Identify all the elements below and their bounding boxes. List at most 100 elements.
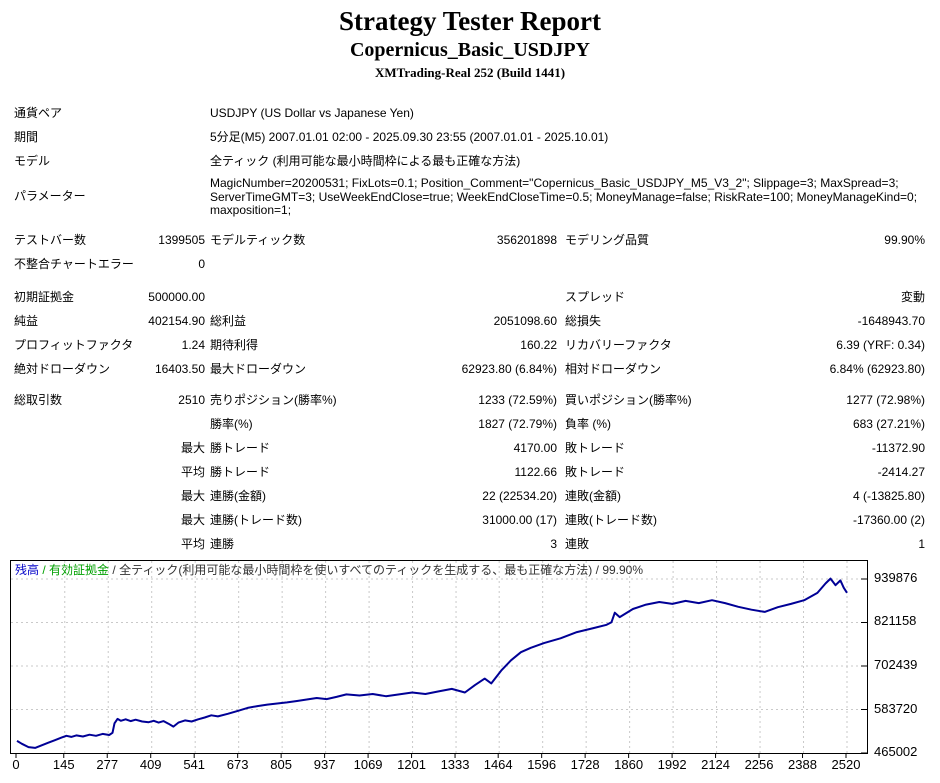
stat-row: 平均 勝トレード 1122.66 敗トレード -2414.27 <box>0 460 940 484</box>
y-axis-label: 465002 <box>874 744 918 759</box>
stat-row: 初期証拠金 500000.00 スプレッド 変動 <box>0 285 940 309</box>
x-axis-label: 673 <box>226 757 249 772</box>
stat-value: 160.22 <box>520 338 557 352</box>
legend-balance-label: 残高 <box>15 563 40 577</box>
stat-label: 連敗 <box>565 537 590 551</box>
stat-value: 500000.00 <box>148 290 205 304</box>
report-ea-name: Copernicus_Basic_USDJPY <box>349 39 590 61</box>
x-axis-label: 805 <box>270 757 292 772</box>
x-axis-label: 2520 <box>831 757 861 772</box>
x-axis-label: 2256 <box>744 757 774 772</box>
setting-value: 5分足(M5) 2007.01.01 02:00 - 2025.09.30 23… <box>210 130 609 144</box>
stat-label: 勝率(%) <box>210 417 253 431</box>
y-axis-label: 821158 <box>874 613 917 629</box>
stat-value: -2414.27 <box>877 465 925 479</box>
stat-row: 絶対ドローダウン 16403.50 最大ドローダウン 62923.80 (6.84%)… <box>0 357 940 381</box>
stat-value: 683 (27.21%) <box>852 417 925 431</box>
stat-value: 平均 <box>180 537 205 551</box>
stat-row: 総取引数 2510 売りポジション(勝率%) 1233 (72.59%) 買いポジション… <box>0 388 940 412</box>
stat-value: 1122.66 <box>514 465 558 479</box>
stats-group: 初期証拠金 500000.00 スプレッド 変動 純益 402154.90 総利益 20510… <box>0 285 940 381</box>
stat-label: 買いポジション(勝率%) <box>565 393 692 407</box>
stat-value: 6.39 (YRF: 0.34) <box>836 338 925 352</box>
x-axis-label: 1992 <box>657 757 687 772</box>
x-axis-label: 1201 <box>397 757 427 772</box>
balance-chart: 残高 / 有効証拠金 / 全ティック(利用可能な最小時間枠を使いすべてのティック… <box>10 560 868 754</box>
x-axis-label: 277 <box>96 757 119 772</box>
setting-row: 通貨ペア USDJPY (US Dollar vs Japanese Yen) <box>0 101 940 125</box>
balance-curve <box>16 577 848 749</box>
stat-label: テストバー数 <box>14 233 87 247</box>
stat-value: 2051098.60 <box>493 314 557 328</box>
setting-label: モデル <box>14 154 51 168</box>
stat-label: モデルティック数 <box>210 233 306 247</box>
stat-row: 最大 勝トレード 4170.00 敗トレード -11372.90 <box>0 436 940 460</box>
stat-value: 1399505 <box>158 233 205 247</box>
stat-row: 最大 連勝(トレード数) 31000.00 (17) 連敗(トレード数) -17360.… <box>0 508 940 532</box>
stat-label: 総取引数 <box>14 393 63 407</box>
report-server-build: XMTrading-Real 252 (Build 1441) <box>374 65 566 80</box>
y-axis-label: 583720 <box>874 700 918 716</box>
setting-row: 期間 5分足(M5) 2007.01.01 02:00 - 2025.09.30 … <box>0 125 940 149</box>
stat-value: 6.84% (62923.80) <box>829 362 925 376</box>
balance-chart-svg <box>11 561 867 753</box>
stat-value: 356201898 <box>496 233 557 247</box>
setting-value: MagicNumber=20200531; FixLots=0.1; Posit… <box>210 176 918 217</box>
stat-label: リカバリーファクタ <box>565 338 672 352</box>
legend-separator: / <box>592 563 603 577</box>
legend-equity-label: 有効証拠金 <box>49 563 110 577</box>
stat-label: 連勝(金額) <box>210 489 266 503</box>
stat-label: 総利益 <box>210 314 247 328</box>
stat-label: 敗トレード <box>565 465 626 479</box>
x-axis-label: 1728 <box>570 757 600 772</box>
stat-value: -1648943.70 <box>857 314 925 328</box>
stat-value: 2510 <box>178 393 205 407</box>
stats-group: テストバー数 1399505 モデルティック数 356201898 モデリング品質 99.… <box>0 228 940 276</box>
x-axis-label: 409 <box>139 757 162 772</box>
stat-label: 連勝(トレード数) <box>210 513 302 527</box>
stat-label: 勝トレード <box>210 441 271 455</box>
x-axis-label: 1860 <box>614 757 644 772</box>
stat-label: 売りポジション(勝率%) <box>210 393 337 407</box>
x-axis-label: 2388 <box>788 757 817 772</box>
stat-label: 連敗(トレード数) <box>565 513 657 527</box>
setting-label: 通貨ペア <box>14 106 63 120</box>
stat-value: 0 <box>198 257 205 271</box>
stat-value: 3 <box>550 537 557 551</box>
stat-label: 相対ドローダウン <box>565 362 662 376</box>
stat-label: 連敗(金額) <box>565 489 621 503</box>
setting-row: パラメーター MagicNumber=20200531; FixLots=0.1;… <box>0 173 940 219</box>
stat-value: 4170.00 <box>513 441 557 455</box>
stat-value: 平均 <box>180 465 205 479</box>
x-axis-label: 1596 <box>527 757 557 772</box>
settings-table: 通貨ペア USDJPY (US Dollar vs Japanese Yen) 期間… <box>0 101 940 219</box>
stat-label: 期待利得 <box>210 338 259 352</box>
y-axis-label: 702439 <box>874 657 918 672</box>
x-axis-label: 1069 <box>353 757 383 772</box>
x-axis-ticks <box>15 754 847 758</box>
y-axis-label: 939876 <box>874 570 918 585</box>
stat-label: 負率 (%) <box>565 417 611 431</box>
stat-value: 4 (-13825.80) <box>852 489 925 503</box>
stat-value: 16403.50 <box>154 362 205 376</box>
stat-value: 1 <box>918 537 925 551</box>
legend-quality-value: 99.90% <box>602 563 644 577</box>
stat-label: 不整合チャートエラー <box>14 257 134 271</box>
legend-separator: / <box>39 563 50 577</box>
legend-separator: / <box>109 563 120 577</box>
setting-value: 全ティック (利用可能な最小時間枠による最も正確な方法) <box>210 154 521 168</box>
x-axis-label: 1333 <box>440 757 470 772</box>
x-axis-label: 1464 <box>483 757 513 772</box>
stat-label: 絶対ドローダウン <box>14 362 111 376</box>
x-axis-labels: 0 145 277 409 541 673 805 937 1069 1201 1333 1464 15… <box>10 757 880 773</box>
setting-row: モデル 全ティック (利用可能な最小時間枠による最も正確な方法) <box>0 149 940 173</box>
stat-value: 1277 (72.98%) <box>846 393 925 407</box>
stat-label: プロフィットファクタ <box>14 338 134 352</box>
stat-label: 総損失 <box>565 314 602 328</box>
stat-label: 最大ドローダウン <box>210 362 307 376</box>
setting-value: USDJPY (US Dollar vs Japanese Yen) <box>210 106 414 120</box>
stat-value: 最大 <box>180 489 205 503</box>
legend-model-label: 全ティック(利用可能な最小時間枠を使いすべてのティックを生成する、最も正確な方法… <box>119 563 593 577</box>
stat-label: 連勝 <box>210 537 235 551</box>
stat-label: モデリング品質 <box>565 233 650 247</box>
